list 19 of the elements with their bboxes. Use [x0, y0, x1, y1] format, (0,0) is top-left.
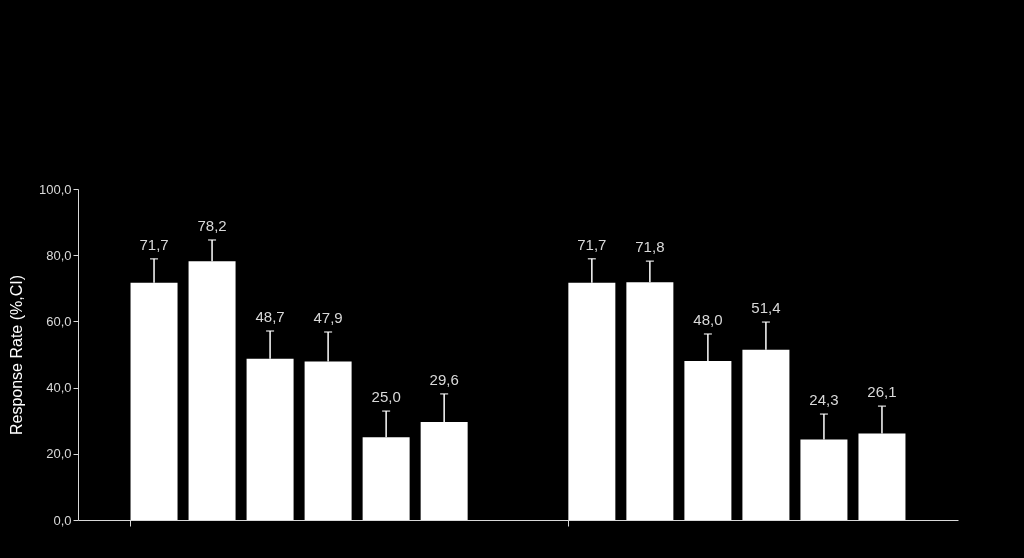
data-label: 24,3: [809, 391, 839, 409]
data-label: 26,1: [867, 383, 897, 401]
y-tick-label: 40,0: [46, 380, 72, 396]
y-tick-label: 60,0: [46, 313, 72, 329]
y-axis-title: Response Rate (%,CI): [7, 274, 25, 436]
data-label: 25,0: [371, 388, 401, 406]
data-label: 29,6: [429, 370, 459, 388]
data-label: 71,8: [635, 238, 665, 256]
y-tick-label: 80,0: [46, 247, 72, 263]
y-tick-label: 20,0: [46, 446, 72, 462]
y-tick-label: 100,0: [38, 181, 72, 197]
data-label: 48,0: [693, 310, 723, 328]
data-label: 78,2: [197, 216, 227, 234]
data-label: 47,9: [313, 308, 343, 326]
data-label: 48,7: [255, 308, 285, 325]
data-label: 71,7: [139, 235, 169, 253]
data-label: 71,7: [577, 235, 607, 253]
data-label: 51,4: [751, 299, 781, 317]
y-tick-label: 0,0: [53, 512, 72, 528]
